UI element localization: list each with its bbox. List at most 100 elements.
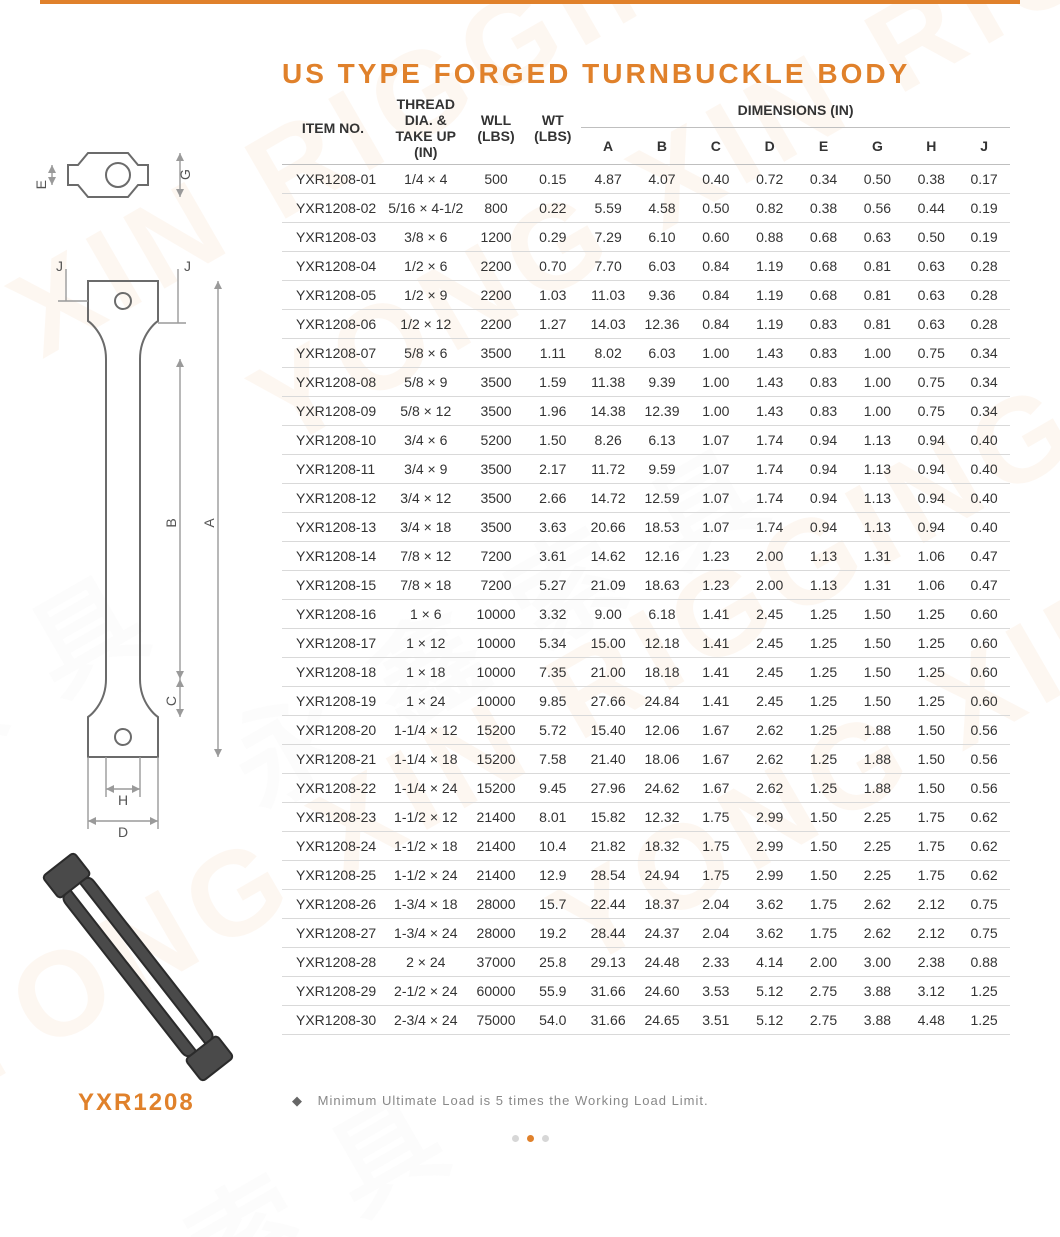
table-cell: 24.65 <box>635 1006 689 1035</box>
table-cell: 1.25 <box>797 687 851 716</box>
table-cell: 3.53 <box>689 977 743 1006</box>
table-cell: 0.38 <box>904 165 958 194</box>
table-cell: 0.63 <box>904 310 958 339</box>
diagram-top-view: E G <box>8 120 238 230</box>
table-cell: YXR1208-14 <box>282 542 384 571</box>
table-row: YXR1208-085/8 × 935001.5911.389.391.001.… <box>282 368 1010 397</box>
table-cell: 1 × 6 <box>384 600 468 629</box>
footnote: ◆ Minimum Ultimate Load is 5 times the W… <box>292 1093 709 1109</box>
table-cell: 1.25 <box>904 687 958 716</box>
col-header-dim-a: A <box>581 128 635 165</box>
table-cell: 0.83 <box>797 310 851 339</box>
table-cell: 1.75 <box>904 861 958 890</box>
table-cell: 7.58 <box>524 745 581 774</box>
table-cell: 0.28 <box>958 281 1010 310</box>
table-cell: 3.32 <box>524 600 581 629</box>
table-cell: 1.74 <box>743 426 797 455</box>
table-cell: 0.34 <box>958 368 1010 397</box>
table-cell: 28000 <box>468 919 525 948</box>
dim-label-d: D <box>118 824 128 840</box>
table-cell: 1.96 <box>524 397 581 426</box>
table-cell: 9.59 <box>635 455 689 484</box>
col-header-dim-c: C <box>689 128 743 165</box>
table-cell: YXR1208-08 <box>282 368 384 397</box>
col-header-dim-b: B <box>635 128 689 165</box>
table-cell: 3.88 <box>850 977 904 1006</box>
table-cell: 21400 <box>468 832 525 861</box>
table-cell: 1.31 <box>850 571 904 600</box>
table-cell: 2.45 <box>743 629 797 658</box>
dim-label-h: H <box>118 792 128 808</box>
table-cell: 0.94 <box>797 484 851 513</box>
product-photo <box>8 852 268 1082</box>
table-cell: 0.40 <box>958 455 1010 484</box>
table-cell: 11.38 <box>581 368 635 397</box>
table-cell: 0.84 <box>689 281 743 310</box>
table-cell: 2.66 <box>524 484 581 513</box>
table-cell: 1-3/4 × 18 <box>384 890 468 919</box>
table-cell: YXR1208-24 <box>282 832 384 861</box>
table-cell: 1/2 × 9 <box>384 281 468 310</box>
table-cell: 0.60 <box>958 600 1010 629</box>
table-cell: 1-1/2 × 12 <box>384 803 468 832</box>
table-row: YXR1208-113/4 × 935002.1711.729.591.071.… <box>282 455 1010 484</box>
table-cell: 27.96 <box>581 774 635 803</box>
table-cell: YXR1208-16 <box>282 600 384 629</box>
page-dot[interactable] <box>527 1135 534 1142</box>
table-row: YXR1208-292-1/2 × 246000055.931.6624.603… <box>282 977 1010 1006</box>
table-cell: 2200 <box>468 310 525 339</box>
table-cell: 1.50 <box>850 629 904 658</box>
table-cell: 1/4 × 4 <box>384 165 468 194</box>
table-cell: 0.75 <box>904 368 958 397</box>
table-cell: YXR1208-28 <box>282 948 384 977</box>
table-cell: 28.54 <box>581 861 635 890</box>
table-cell: 1.06 <box>904 542 958 571</box>
table-cell: 0.29 <box>524 223 581 252</box>
table-cell: 1.25 <box>797 774 851 803</box>
table-row: YXR1208-161 × 6100003.329.006.181.412.45… <box>282 600 1010 629</box>
table-cell: 0.19 <box>958 194 1010 223</box>
page-dot[interactable] <box>512 1135 519 1142</box>
table-cell: 14.38 <box>581 397 635 426</box>
table-row: YXR1208-171 × 12100005.3415.0012.181.412… <box>282 629 1010 658</box>
dim-label-b: B <box>163 518 179 527</box>
table-cell: 1.07 <box>689 455 743 484</box>
table-cell: 7200 <box>468 542 525 571</box>
table-cell: 2.04 <box>689 919 743 948</box>
table-cell: 1-3/4 × 24 <box>384 919 468 948</box>
table-cell: 0.81 <box>850 310 904 339</box>
table-cell: 2.62 <box>743 745 797 774</box>
table-cell: 1.31 <box>850 542 904 571</box>
table-cell: YXR1208-19 <box>282 687 384 716</box>
table-cell: 24.37 <box>635 919 689 948</box>
page-dot[interactable] <box>542 1135 549 1142</box>
table-cell: 0.62 <box>958 861 1010 890</box>
table-cell: 27.66 <box>581 687 635 716</box>
table-cell: YXR1208-18 <box>282 658 384 687</box>
table-cell: 21400 <box>468 803 525 832</box>
table-cell: 0.44 <box>904 194 958 223</box>
table-cell: 3/4 × 9 <box>384 455 468 484</box>
table-cell: YXR1208-01 <box>282 165 384 194</box>
table-cell: 1.07 <box>689 426 743 455</box>
table-cell: 0.82 <box>743 194 797 223</box>
table-cell: 1.43 <box>743 368 797 397</box>
table-cell: 18.32 <box>635 832 689 861</box>
table-cell: 1-1/2 × 18 <box>384 832 468 861</box>
table-cell: 0.19 <box>958 223 1010 252</box>
table-cell: 0.60 <box>958 658 1010 687</box>
table-cell: 1.00 <box>850 397 904 426</box>
table-cell: YXR1208-26 <box>282 890 384 919</box>
table-cell: 1.00 <box>689 368 743 397</box>
table-cell: 1.88 <box>850 745 904 774</box>
table-cell: 0.83 <box>797 368 851 397</box>
table-cell: 1.75 <box>689 832 743 861</box>
table-cell: 15200 <box>468 774 525 803</box>
table-cell: 1.23 <box>689 542 743 571</box>
table-cell: 1.41 <box>689 687 743 716</box>
table-cell: 2.25 <box>850 861 904 890</box>
table-cell: YXR1208-13 <box>282 513 384 542</box>
table-cell: 1.59 <box>524 368 581 397</box>
table-cell: 0.62 <box>958 803 1010 832</box>
table-cell: 1.13 <box>797 542 851 571</box>
